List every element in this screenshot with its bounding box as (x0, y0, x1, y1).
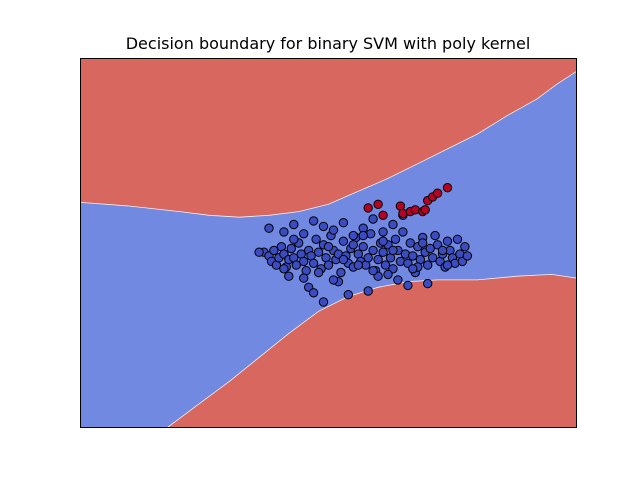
scatter-point-negative (313, 267, 324, 278)
scatter-point-negative (353, 260, 363, 270)
scatter-point-negative (308, 258, 319, 268)
scatter-point-negative (423, 260, 433, 270)
scatter-point-negative (289, 219, 299, 230)
scatter-point-negative (269, 245, 279, 256)
scatter-point-negative (368, 245, 378, 256)
scatter-point-negative (338, 218, 349, 228)
scatter-point-negative (393, 275, 403, 285)
scatter-point-negative (442, 236, 453, 246)
scatter-point-negative (388, 219, 398, 230)
scatter-point-negative (363, 286, 373, 296)
scatter-point-negative (348, 240, 358, 250)
scatter-point-positive (420, 205, 430, 215)
scatter-point-negative (460, 242, 470, 252)
region-positive-2 (166, 273, 577, 428)
scatter-point-negative (442, 260, 453, 270)
scatter-point-negative (358, 242, 368, 252)
scatter-point-negative (405, 238, 415, 248)
plot-area (80, 58, 577, 428)
scatter-point-negative (328, 275, 339, 285)
scatter-point-negative (308, 216, 319, 226)
scatter-point-negative (388, 245, 398, 256)
scatter-point-negative (368, 214, 378, 224)
scatter-point-negative (462, 251, 473, 261)
scatter-point-positive (373, 199, 383, 210)
scatter-point-negative (291, 260, 301, 270)
scatter-point-negative (378, 227, 388, 237)
scatter-point-negative (313, 247, 324, 257)
scatter-point-negative (408, 251, 418, 261)
scatter-point-negative (308, 288, 319, 298)
scatter-point-negative (358, 230, 368, 241)
scatter-point-negative (366, 229, 376, 239)
scatter-point-negative (380, 260, 391, 270)
scatter-point-negative (398, 227, 408, 237)
scatter-point-negative (378, 236, 388, 246)
scatter-point-negative (289, 234, 299, 245)
chart-title: Decision boundary for binary SVM with po… (126, 34, 531, 53)
scatter-point-negative (328, 225, 339, 235)
region-positive-1 (80, 58, 577, 218)
scatter-point-negative (279, 227, 289, 237)
scatter-point-negative (418, 238, 428, 248)
scatter-point-negative (254, 247, 264, 257)
scatter-point-positive (442, 183, 453, 193)
scatter-point-negative (403, 280, 413, 291)
scatter-point-negative (311, 234, 321, 245)
plot-frame (80, 58, 577, 428)
scatter-point-negative (323, 260, 334, 270)
scatter-point-positive (363, 203, 373, 213)
scatter-point-negative (408, 264, 418, 274)
scatter-point-negative (284, 271, 294, 281)
scatter-point-negative (425, 243, 435, 254)
scatter-point-positive (432, 188, 443, 198)
scatter-point-negative (373, 254, 383, 265)
scatter-point-negative (264, 223, 274, 233)
scatter-point-negative (338, 236, 349, 246)
scatter-point-negative (363, 253, 373, 263)
scatter-point-negative (452, 234, 463, 245)
scatter-point-negative (343, 290, 353, 300)
scatter-point-negative (286, 243, 296, 254)
scatter-point-negative (348, 230, 358, 241)
scatter-point-negative (383, 269, 393, 280)
scatter-point-negative (390, 234, 401, 245)
scatter-point-negative (428, 253, 438, 263)
scatter-point-negative (336, 267, 346, 278)
scatter-point-negative (299, 256, 309, 267)
scatter-point-negative (368, 266, 378, 276)
scatter-point-negative (299, 229, 309, 239)
scatter-point-negative (378, 247, 388, 257)
scatter-point-negative (423, 278, 433, 289)
scatter-point-negative (279, 264, 289, 274)
scatter-point-negative (318, 221, 329, 232)
scatter-point-negative (299, 273, 309, 283)
scatter-point-negative (318, 297, 329, 307)
scatter-point-negative (338, 254, 349, 265)
scatter-point-negative (323, 242, 334, 252)
scatter-point-negative (437, 245, 448, 256)
scatter-point-positive (378, 210, 388, 221)
scatter-point-negative (430, 230, 440, 241)
